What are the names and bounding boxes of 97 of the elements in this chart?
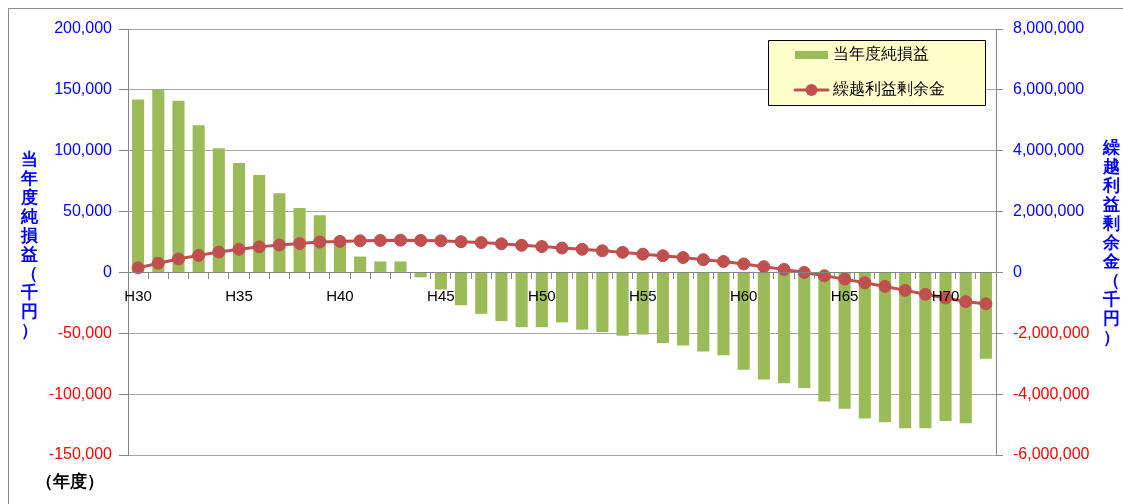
bar [555, 272, 569, 323]
point [616, 245, 630, 259]
point [131, 261, 145, 275]
point [858, 276, 872, 290]
point [757, 260, 771, 274]
point [373, 233, 387, 247]
point [777, 262, 791, 276]
y2-tick-label: -2,000,000 [1013, 323, 1090, 341]
bar [212, 148, 225, 272]
point [817, 269, 831, 283]
bar [455, 272, 468, 306]
y2-tick-label: 6,000,000 [1013, 80, 1085, 98]
bar [152, 89, 165, 272]
point [595, 244, 609, 258]
point [636, 247, 650, 261]
bar [919, 272, 932, 429]
bar [172, 100, 185, 272]
y2-tick-label: -4,000,000 [1013, 384, 1090, 402]
point [333, 234, 347, 248]
bar [656, 272, 669, 344]
x-tick-label: H35 [225, 286, 253, 304]
bar [495, 272, 508, 322]
bar [717, 272, 730, 356]
point [838, 272, 852, 286]
y-tick-label: 0 [103, 262, 113, 280]
bar [414, 272, 427, 278]
bar [697, 272, 710, 352]
bar [777, 272, 791, 384]
bar [515, 272, 528, 328]
point [959, 295, 973, 309]
point [454, 235, 468, 249]
point [656, 249, 670, 263]
legend-label: 繰越利益剰余金 [832, 79, 945, 99]
bar [757, 272, 770, 380]
point [414, 233, 428, 247]
point [171, 252, 185, 266]
legend-label: 当年度純損益 [833, 44, 929, 64]
point [797, 265, 811, 279]
point [535, 240, 549, 254]
bar [434, 272, 447, 290]
point [515, 238, 529, 252]
x-tick-label: H30 [124, 286, 152, 304]
point [979, 297, 993, 311]
text: 当年度純損益（千円） [20, 149, 38, 340]
point [555, 241, 569, 255]
point [353, 234, 367, 248]
bar [475, 272, 488, 314]
point [394, 233, 408, 247]
y-tick-label: 50,000 [63, 201, 113, 219]
point [494, 237, 508, 251]
y-tick-label: 100,000 [54, 141, 113, 159]
y2-tick-label: -6,000,000 [1013, 445, 1090, 463]
point [313, 235, 327, 249]
point [434, 234, 448, 248]
x-tick-label: H40 [326, 286, 354, 304]
bar [192, 125, 205, 272]
bar [354, 256, 367, 272]
bar [616, 272, 629, 336]
x-axis-title: （年度） [36, 470, 104, 493]
point [293, 237, 307, 251]
point [575, 242, 589, 256]
y-tick-label: 200,000 [54, 19, 113, 37]
bar [132, 99, 145, 272]
y2-tick-label: 0 [1013, 262, 1022, 280]
bar [899, 272, 912, 429]
y-tick-label: -100,000 [48, 384, 113, 402]
point [737, 257, 751, 271]
point [716, 254, 730, 268]
bar [959, 272, 972, 424]
y2-tick-label: 8,000,000 [1013, 19, 1085, 37]
point [232, 242, 246, 256]
bar [576, 272, 589, 330]
point [878, 279, 892, 293]
y-tick-label: 150,000 [54, 80, 113, 98]
bar [374, 261, 387, 272]
point [212, 245, 226, 259]
point [192, 248, 206, 262]
point [272, 238, 286, 252]
point [696, 253, 710, 267]
y-tick-label: -50,000 [57, 323, 113, 341]
point [474, 236, 488, 250]
point [252, 240, 266, 254]
y2-tick-label: 2,000,000 [1013, 201, 1085, 219]
point [676, 251, 690, 265]
y2-tick-label: 4,000,000 [1013, 141, 1085, 159]
bar [858, 272, 871, 419]
point [151, 256, 165, 270]
point [898, 283, 912, 297]
bar [394, 261, 407, 272]
x-tick-label: H65 [830, 286, 859, 304]
bar [596, 272, 609, 333]
point [918, 287, 932, 301]
y-tick-label: -150,000 [48, 445, 113, 463]
x-tick-label: H45 [427, 286, 455, 304]
bar [677, 272, 690, 346]
text: 繰越利益剰余金（千円） [1102, 136, 1120, 347]
bar [878, 272, 892, 423]
